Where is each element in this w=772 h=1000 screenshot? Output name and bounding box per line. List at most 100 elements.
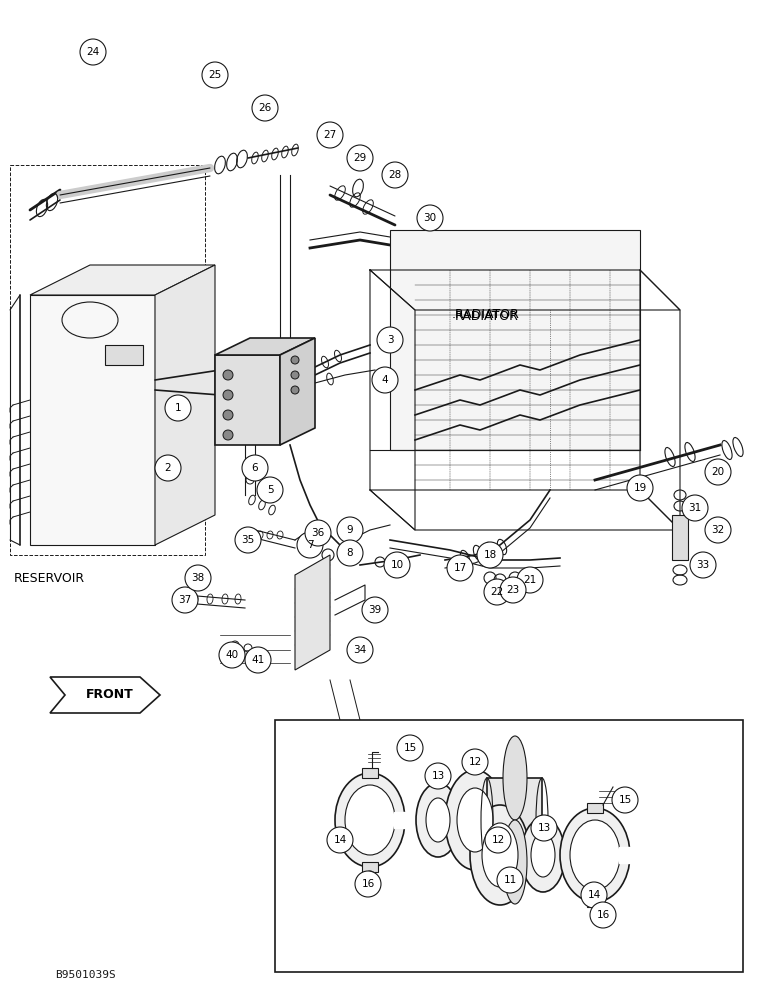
Circle shape (690, 552, 716, 578)
Circle shape (705, 459, 731, 485)
Ellipse shape (223, 430, 233, 440)
Text: 7: 7 (306, 540, 313, 550)
Circle shape (682, 495, 708, 521)
Circle shape (245, 647, 271, 673)
Circle shape (382, 162, 408, 188)
Text: 35: 35 (242, 535, 255, 545)
Circle shape (202, 62, 228, 88)
Text: 3: 3 (387, 335, 393, 345)
Text: 13: 13 (432, 771, 445, 781)
Text: 12: 12 (491, 835, 505, 845)
Ellipse shape (365, 871, 375, 881)
Text: 29: 29 (354, 153, 367, 163)
Text: 14: 14 (334, 835, 347, 845)
Circle shape (219, 642, 245, 668)
Circle shape (531, 815, 557, 841)
Polygon shape (295, 555, 330, 670)
Ellipse shape (503, 820, 527, 904)
Circle shape (362, 597, 388, 623)
Circle shape (337, 540, 363, 566)
Circle shape (172, 587, 198, 613)
Text: 2: 2 (164, 463, 171, 473)
Polygon shape (215, 355, 280, 445)
Bar (10, 165, 205, 555)
Circle shape (347, 145, 373, 171)
Ellipse shape (291, 371, 299, 379)
Polygon shape (215, 338, 315, 355)
Ellipse shape (345, 785, 395, 855)
Circle shape (384, 552, 410, 578)
Bar (587, 803, 603, 813)
Ellipse shape (223, 410, 233, 420)
Circle shape (185, 565, 211, 591)
Circle shape (447, 555, 473, 581)
Text: RADIATOR: RADIATOR (455, 310, 519, 323)
Text: .RADIATOR: .RADIATOR (452, 308, 520, 322)
Ellipse shape (335, 773, 405, 867)
Polygon shape (619, 847, 631, 863)
Ellipse shape (223, 390, 233, 400)
Ellipse shape (531, 833, 555, 877)
Text: 22: 22 (490, 587, 503, 597)
Text: 41: 41 (252, 655, 265, 665)
Ellipse shape (416, 783, 460, 857)
Circle shape (477, 542, 503, 568)
Text: 39: 39 (368, 605, 381, 615)
Text: 12: 12 (469, 757, 482, 767)
Circle shape (155, 455, 181, 481)
Polygon shape (390, 230, 640, 450)
Circle shape (462, 749, 488, 775)
Circle shape (581, 882, 607, 908)
Text: 36: 36 (311, 528, 324, 538)
Text: 8: 8 (347, 548, 354, 558)
Ellipse shape (291, 356, 299, 364)
Ellipse shape (291, 386, 299, 394)
Circle shape (257, 477, 283, 503)
Circle shape (612, 787, 638, 813)
Circle shape (327, 827, 353, 853)
Bar (672, 515, 688, 560)
Ellipse shape (223, 370, 233, 380)
Polygon shape (30, 265, 215, 295)
Text: 37: 37 (178, 595, 191, 605)
Text: 13: 13 (537, 823, 550, 833)
Text: 25: 25 (208, 70, 222, 80)
Circle shape (425, 763, 451, 789)
Text: 9: 9 (347, 525, 354, 535)
Polygon shape (394, 812, 406, 828)
Circle shape (500, 577, 526, 603)
Text: 38: 38 (191, 573, 205, 583)
Circle shape (705, 517, 731, 543)
Text: 18: 18 (483, 550, 496, 560)
Text: 16: 16 (597, 910, 610, 920)
Circle shape (297, 532, 323, 558)
Circle shape (252, 95, 278, 121)
Text: 15: 15 (618, 795, 631, 805)
Text: 5: 5 (266, 485, 273, 495)
Ellipse shape (482, 823, 518, 887)
Circle shape (372, 367, 398, 393)
Circle shape (397, 735, 423, 761)
Polygon shape (155, 265, 215, 545)
Text: 6: 6 (252, 463, 259, 473)
Text: 1: 1 (174, 403, 181, 413)
Circle shape (355, 871, 381, 897)
Circle shape (305, 520, 331, 546)
Ellipse shape (592, 908, 602, 918)
Text: 28: 28 (388, 170, 401, 180)
Circle shape (377, 327, 403, 353)
Text: FRONT: FRONT (86, 688, 134, 702)
Text: 14: 14 (587, 890, 601, 900)
Text: 11: 11 (503, 875, 516, 885)
Bar (275, 720, 743, 972)
Text: 15: 15 (404, 743, 417, 753)
Text: 10: 10 (391, 560, 404, 570)
Text: 40: 40 (225, 650, 239, 660)
Text: 32: 32 (711, 525, 725, 535)
Ellipse shape (426, 798, 450, 842)
Circle shape (517, 567, 543, 593)
Text: 17: 17 (453, 563, 466, 573)
Text: 16: 16 (361, 879, 374, 889)
Circle shape (347, 637, 373, 663)
Circle shape (337, 517, 363, 543)
